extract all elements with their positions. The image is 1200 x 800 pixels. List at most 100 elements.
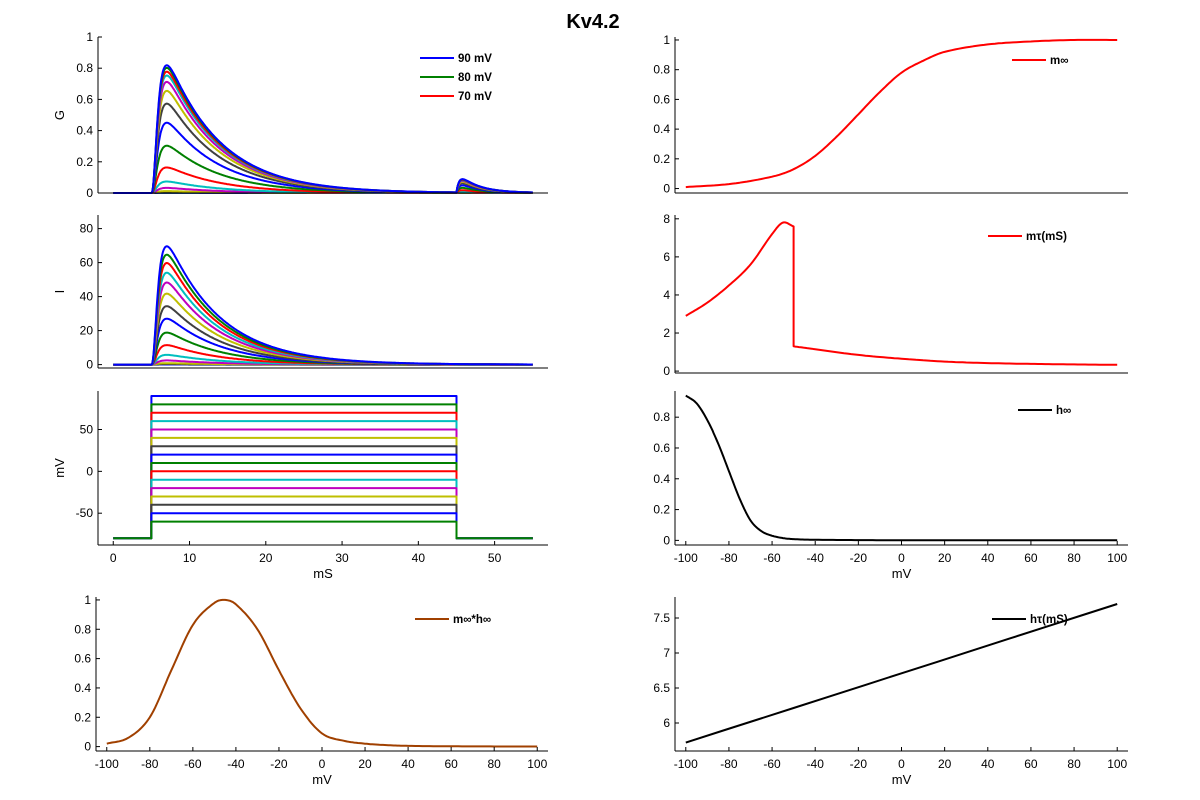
legend-label: 90 mV: [458, 53, 492, 65]
x-tick-label: -40: [227, 757, 245, 771]
y-tick-label: 0: [86, 464, 93, 478]
voltage-step: [113, 411, 533, 540]
plot-area: [685, 221, 1118, 366]
series-line: [113, 64, 533, 194]
x-axis-label: mV: [892, 566, 912, 581]
x-tick-label: -80: [720, 551, 738, 565]
x-tick-label: 60: [1024, 551, 1038, 565]
x-tick-label: 100: [527, 757, 547, 771]
chart-V: -50 0 50 0 10 20 30 40 50 mS mV: [52, 391, 548, 581]
voltage-step: [113, 512, 533, 540]
x-tick-label: 50: [488, 551, 502, 565]
plot-area: [113, 395, 533, 540]
plot-area: [685, 394, 1118, 542]
x-tick-label: 0: [110, 551, 117, 565]
y-tick-label: 8: [663, 212, 670, 226]
y-tick-label: 7: [663, 646, 670, 660]
legend-label: m∞: [1050, 55, 1068, 67]
series-line: [113, 121, 533, 194]
y-tick-label: 0.6: [653, 92, 670, 106]
x-tick-label: -80: [720, 757, 738, 771]
x-tick-label: -20: [850, 551, 868, 565]
plot-area: [106, 598, 538, 748]
y-tick-label: 50: [80, 423, 94, 437]
voltage-step: [113, 495, 533, 540]
series-line: [685, 221, 1118, 366]
y-tick-label: 0: [86, 358, 93, 372]
y-tick-label: 0.2: [76, 155, 93, 169]
x-tick-label: -100: [95, 757, 119, 771]
x-tick-label: 0: [898, 551, 905, 565]
chart-mtau: 0 2 4 6 8 mτ(mS): [663, 212, 1128, 378]
x-tick-label: 100: [1107, 551, 1127, 565]
y-tick-label: 7.5: [653, 611, 670, 625]
y-tick-label: 0.2: [653, 503, 670, 517]
x-tick-label: -60: [184, 757, 202, 771]
y-tick-label: 40: [80, 290, 94, 304]
chart-htau: 6 6.5 7 7.5 -100 -80 -60 -40 -20 0 20 40 60 80 100 mV hτ…: [653, 597, 1128, 787]
series-line: [113, 166, 533, 194]
x-tick-label: 30: [335, 551, 349, 565]
y-tick-label: 0.8: [653, 63, 670, 77]
x-tick-label: -40: [807, 551, 825, 565]
y-tick-label: 0.8: [653, 410, 670, 424]
x-tick-label: -40: [807, 757, 825, 771]
x-tick-label: -100: [674, 551, 698, 565]
voltage-step: [113, 462, 533, 540]
x-tick-label: 0: [898, 757, 905, 771]
voltage-step: [113, 395, 533, 540]
x-tick-label: -60: [763, 551, 781, 565]
chart-minf: 0 0.2 0.4 0.6 0.8 1 m∞: [653, 33, 1128, 196]
x-tick-label: 40: [981, 551, 995, 565]
y-axis-label: G: [52, 110, 67, 120]
x-tick-label: 40: [412, 551, 426, 565]
chart-hinf: 0 0.2 0.4 0.6 0.8 -100 -80 -60 -40 -20 0 20 40 60 80 10…: [653, 391, 1128, 581]
x-tick-label: 40: [401, 757, 415, 771]
y-tick-label: 0: [86, 186, 93, 200]
legend-label: 80 mV: [458, 72, 492, 84]
chart-mh: 0 0.2 0.4 0.6 0.8 1 -100 -80 -60 -40 -20 0 20 40 60 80 1…: [74, 593, 548, 787]
x-tick-label: 100: [1107, 757, 1127, 771]
x-axis-label: mV: [312, 772, 332, 787]
series-line: [685, 394, 1118, 542]
y-tick-label: 4: [663, 288, 670, 302]
y-tick-label: 0: [663, 533, 670, 547]
y-tick-label: 6: [663, 250, 670, 264]
x-tick-label: -20: [270, 757, 288, 771]
y-tick-label: 1: [86, 30, 93, 44]
y-tick-label: 0: [663, 182, 670, 196]
x-tick-label: 0: [319, 757, 326, 771]
voltage-step: [113, 445, 533, 540]
y-tick-label: 80: [80, 222, 94, 236]
series-line: [685, 38, 1118, 189]
x-tick-label: -80: [141, 757, 159, 771]
y-tick-label: 0.6: [74, 652, 91, 666]
legend-label: m∞*h∞: [453, 614, 491, 626]
y-tick-label: 6.5: [653, 681, 670, 695]
y-tick-label: 0.4: [653, 122, 670, 136]
x-tick-label: 80: [1067, 551, 1081, 565]
y-axis-label: I: [52, 290, 67, 294]
plot-area: [685, 38, 1118, 189]
x-tick-label: -20: [850, 757, 868, 771]
x-tick-label: 40: [981, 757, 995, 771]
x-tick-label: 20: [938, 757, 952, 771]
plot-area: [113, 245, 533, 366]
x-axis-label: mS: [313, 566, 333, 581]
y-tick-label: 0.2: [653, 152, 670, 166]
x-tick-label: 10: [183, 551, 197, 565]
y-tick-label: 0.6: [76, 92, 93, 106]
chart-I: 0 20 40 60 80 I: [52, 215, 548, 372]
plot-area: [113, 64, 533, 194]
figure-title: Kv4.2: [566, 11, 619, 33]
legend-label: h∞: [1056, 405, 1071, 417]
series-line: [113, 144, 533, 194]
y-tick-label: 0.4: [74, 681, 91, 695]
y-tick-label: 0.8: [74, 622, 91, 636]
x-tick-label: 80: [488, 757, 502, 771]
chart-G: 0 0.2 0.4 0.6 0.8 1 G 90 mV 80 mV 70 mV: [52, 30, 548, 200]
y-axis-label: mV: [52, 458, 67, 478]
y-tick-label: -50: [76, 506, 94, 520]
legend-label: mτ(mS): [1026, 231, 1067, 243]
